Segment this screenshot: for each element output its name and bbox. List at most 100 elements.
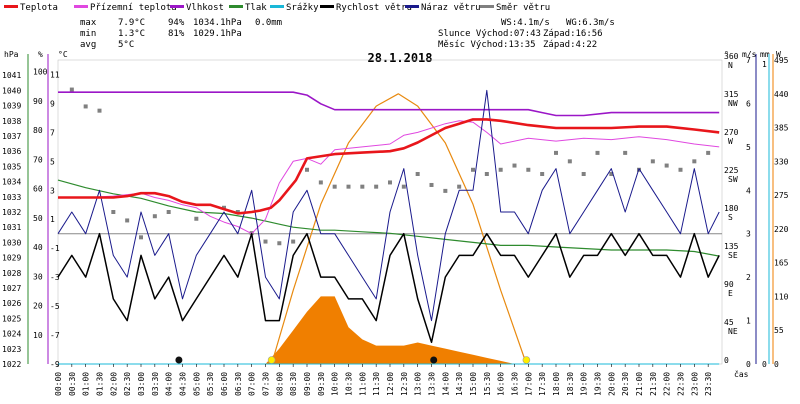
wind-dir-point — [360, 184, 365, 189]
x-tick-label: 05:30 — [206, 372, 215, 396]
axis-ms-tick: 5 — [746, 143, 751, 152]
axis-dir-name: SE — [728, 251, 738, 260]
x-tick-label: 00:30 — [68, 372, 77, 396]
wind-dir-point — [97, 108, 102, 113]
x-tick-label: 13:00 — [414, 372, 423, 396]
x-tick-label: 10:00 — [331, 372, 340, 396]
axis-temp-tick: 3 — [50, 186, 55, 195]
x-tick-label: 17:00 — [524, 372, 533, 396]
wind-dir-point — [581, 172, 586, 176]
axis-hpa-tick: 1039 — [2, 102, 21, 111]
axis-hpa-tick: 1027 — [2, 284, 21, 293]
axis-hpa-tick: 1041 — [2, 71, 21, 80]
stat-avg-label: avg — [80, 40, 96, 50]
wind-ws: WS:4.1m/s — [501, 18, 550, 28]
sun-marker — [522, 356, 531, 364]
x-tick-label: 04:00 — [165, 372, 174, 396]
gust-line — [57, 89, 720, 322]
wind-dir-point — [235, 210, 240, 214]
wind-dir-point — [277, 241, 282, 246]
wind-dir-point — [346, 184, 351, 189]
wind-dir-point — [69, 87, 74, 92]
pressure-line — [57, 179, 720, 257]
x-tick-label: 01:00 — [82, 372, 91, 396]
axis-hpa-tick: 1040 — [2, 86, 21, 95]
x-tick-label: 09:00 — [303, 372, 312, 396]
stat-max-rain: 0.0mm — [255, 18, 282, 28]
legend-swatch-4 — [270, 5, 284, 8]
x-tick-label: 08:00 — [275, 372, 284, 396]
stat-max-temp: 7.9°C — [118, 18, 145, 28]
ground-temp-line — [58, 120, 720, 235]
wind-dir-point — [692, 159, 697, 164]
axis-temp-tick: 7 — [50, 128, 55, 137]
stat-max-press: 1034.1hPa — [193, 18, 242, 28]
axis-hpa-tick: 1025 — [2, 314, 21, 323]
axis-hpa-tick: 1031 — [2, 223, 21, 232]
axis-wm2-tick: 440 — [774, 90, 789, 99]
legend-label-0: Teplota — [20, 3, 58, 13]
axis-hpa-tick: 1029 — [2, 254, 21, 263]
wind-dir-point — [540, 172, 545, 176]
wind-wg: WG:6.3m/s — [566, 18, 615, 28]
x-tick-label: 00:00 — [54, 372, 63, 396]
axis-dir-tick: 0 — [724, 356, 729, 365]
axis-temp-tick: -1 — [50, 244, 60, 253]
x-tick-label: 22:00 — [663, 372, 672, 396]
axis-pct-tick: 40 — [33, 243, 43, 252]
axis-wm2-tick: 385 — [774, 124, 789, 133]
humidity-line — [58, 91, 720, 117]
wind-dir-point — [318, 180, 323, 185]
axis-dir-tick: 360 — [724, 52, 739, 61]
axis-dir-name: W — [728, 137, 733, 146]
axes: hPa1041104010391038103710361035103410331… — [2, 50, 789, 369]
wind-dir-point — [166, 210, 171, 214]
x-tick-label: 03:30 — [151, 372, 160, 396]
sun-arc-line — [271, 93, 527, 365]
x-tick-label: 23:30 — [704, 372, 713, 396]
axis-hpa-tick: 1022 — [2, 360, 21, 369]
x-tick-label: 08:30 — [289, 372, 298, 396]
wind-dir-point — [374, 184, 379, 189]
x-tick-label: 10:30 — [345, 372, 354, 396]
axis-ms-tick: 4 — [746, 186, 751, 195]
x-tick-label: 22:30 — [677, 372, 686, 396]
legend: Teplota Přízemní teplota Vlhkost Tlak Srážky… — [4, 3, 550, 13]
axis-dir-tick: 180 — [724, 204, 739, 213]
axis-ms-title: m/s — [742, 50, 757, 59]
legend-swatch-7 — [480, 5, 494, 8]
x-tick-label: 09:30 — [317, 372, 326, 396]
legend-label-6: Náraz větru — [421, 3, 481, 13]
sun-marker — [267, 356, 276, 364]
moon-marker — [175, 356, 183, 364]
x-tick-label: 16:00 — [497, 372, 506, 396]
axis-ms-tick: 6 — [746, 99, 751, 108]
wind-dir-point — [484, 172, 489, 176]
legend-swatch-3 — [229, 5, 243, 8]
axis-dir-name: NE — [728, 327, 738, 336]
x-tick-label: 12:00 — [386, 372, 395, 396]
stats-panel: max 7.9°C 94% 1034.1hPa 0.0mm min 1.3°C … — [80, 18, 615, 50]
axis-hpa-tick: 1032 — [2, 208, 21, 217]
axis-pct-tick: 20 — [33, 302, 43, 311]
axis-hpa-tick: 1035 — [2, 162, 21, 171]
stat-min-hum: 81% — [168, 29, 185, 39]
x-tick-label: 14:30 — [455, 372, 464, 396]
wind-dir-point — [512, 163, 517, 168]
wind-dir-point — [263, 239, 268, 244]
wind-dir-point — [526, 167, 531, 172]
plot-area — [57, 87, 720, 365]
x-tick-label: 18:30 — [566, 372, 575, 396]
x-tick-label: 07:30 — [262, 372, 271, 396]
moonrise: Měsíc Východ:13:35 — [438, 40, 536, 50]
stat-max-label: max — [80, 18, 97, 28]
x-tick-label: 11:00 — [358, 372, 367, 396]
x-tick-label: 03:00 — [137, 372, 146, 396]
axis-mm-tick: 0 — [762, 360, 767, 369]
wind-dir-point — [415, 172, 420, 176]
wind-dir-point — [194, 216, 199, 221]
legend-label-3: Tlak — [245, 3, 267, 13]
axis-dir-name: S — [728, 213, 733, 222]
x-tick-label: 20:00 — [607, 372, 616, 396]
